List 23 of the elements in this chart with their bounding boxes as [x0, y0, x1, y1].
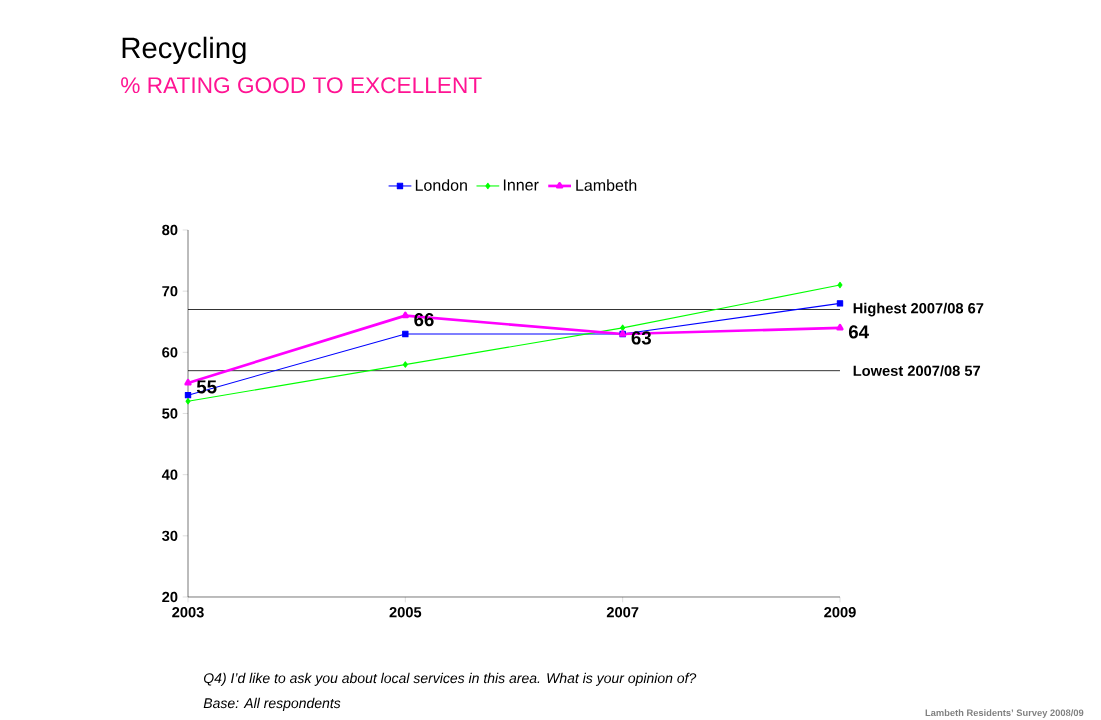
- ref-line-label: Lowest 2007/08 57: [853, 365, 981, 377]
- y-tick-label: 30: [162, 530, 178, 542]
- x-tick-label: 2009: [824, 607, 856, 618]
- text: Base: All respondents: [203, 697, 341, 711]
- y-tick-label: 80: [162, 224, 178, 236]
- x-tick-label: 2007: [606, 607, 639, 618]
- x-tick-label: 2003: [172, 607, 204, 618]
- legend-label: Inner: [503, 179, 539, 191]
- x-tick-label: 2005: [389, 607, 422, 618]
- data-label: 64: [848, 325, 869, 339]
- y-tick-label: 60: [162, 347, 178, 358]
- text: Q4) I’d like to ask you about local services in this area. What is your opinion of?: [203, 672, 697, 686]
- data-label: 63: [631, 331, 652, 345]
- text: Lambeth Residents’ Survey 2008/09: [925, 709, 1084, 718]
- legend-label: London: [415, 179, 467, 191]
- y-tick-label: 40: [161, 469, 178, 480]
- y-tick-label: 50: [162, 408, 178, 419]
- legend-label: Lambeth: [576, 179, 637, 191]
- chart-subtitle: % RATING GOOD TO EXCELLENT: [121, 77, 482, 94]
- chart-title: Recycling: [122, 36, 246, 65]
- y-tick-label: 70: [162, 285, 178, 297]
- ref-line-label: Highest 2007/08 67: [853, 302, 984, 317]
- y-tick-label: 20: [162, 591, 178, 603]
